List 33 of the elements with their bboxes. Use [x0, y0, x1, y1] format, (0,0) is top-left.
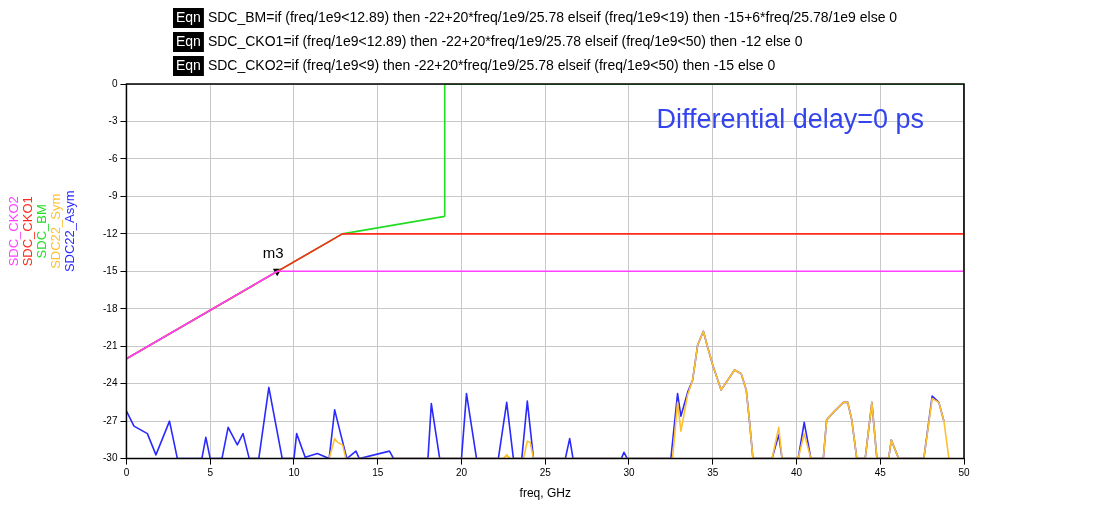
x-tick-label: 30	[623, 467, 635, 479]
text: SDC_CKO1	[20, 196, 36, 267]
y-tick-label: -12	[103, 227, 118, 239]
x-tick-label: 20	[455, 467, 468, 479]
y-tick-label: -15	[103, 265, 118, 277]
y-tick-label: -27	[103, 414, 118, 426]
y-tick-label: 0	[111, 77, 118, 89]
text: Differential delay=0 ps	[656, 104, 924, 135]
x-tick-label: 0	[123, 467, 130, 479]
y-tick-label: -30	[103, 452, 118, 464]
y-tick-label: -9	[108, 190, 118, 202]
y-tick-label: -6	[108, 152, 118, 164]
x-tick-label: 45	[874, 467, 887, 479]
text: Eqn SDC_CKO1=if (freq/1e9<12.89) then -22+20*freq/1e9/25.78 elseif (freq/1e9<50) then -12 else 0	[176, 32, 803, 49]
x-tick-label: 15	[372, 467, 384, 479]
text: SDC22_Sym	[48, 193, 64, 269]
text: Eqn SDC_BM=if (freq/1e9<12.89) then -22+20*freq/1e9/25.78 elseif (freq/1e9<19) then -15+6*freq/25.78/1e9 else 0	[176, 8, 898, 25]
x-axis-title: freq, GHz	[519, 486, 571, 501]
y-tick-label: -18	[103, 302, 118, 314]
y-tick-label: -3	[108, 115, 118, 127]
y-tick-label: -24	[103, 377, 118, 389]
text: SDC_CKO2	[6, 196, 22, 267]
annotation: m3	[262, 243, 284, 261]
y-tick-label: -21	[103, 339, 118, 351]
text: SDC_BM	[34, 204, 50, 259]
text: SDC22_Asym	[62, 190, 78, 273]
x-tick-label: 5	[207, 467, 214, 479]
x-tick-label: 50	[958, 467, 970, 479]
x-tick-label: 25	[539, 467, 552, 479]
text: Eqn SDC_CKO2=if (freq/1e9<9) then -22+20*freq/1e9/25.78 elseif (freq/1e9<50) then -15 else 0	[176, 56, 776, 73]
x-tick-label: 35	[707, 467, 719, 479]
x-tick-label: 40	[790, 467, 803, 479]
x-tick-label: 10	[288, 467, 300, 479]
